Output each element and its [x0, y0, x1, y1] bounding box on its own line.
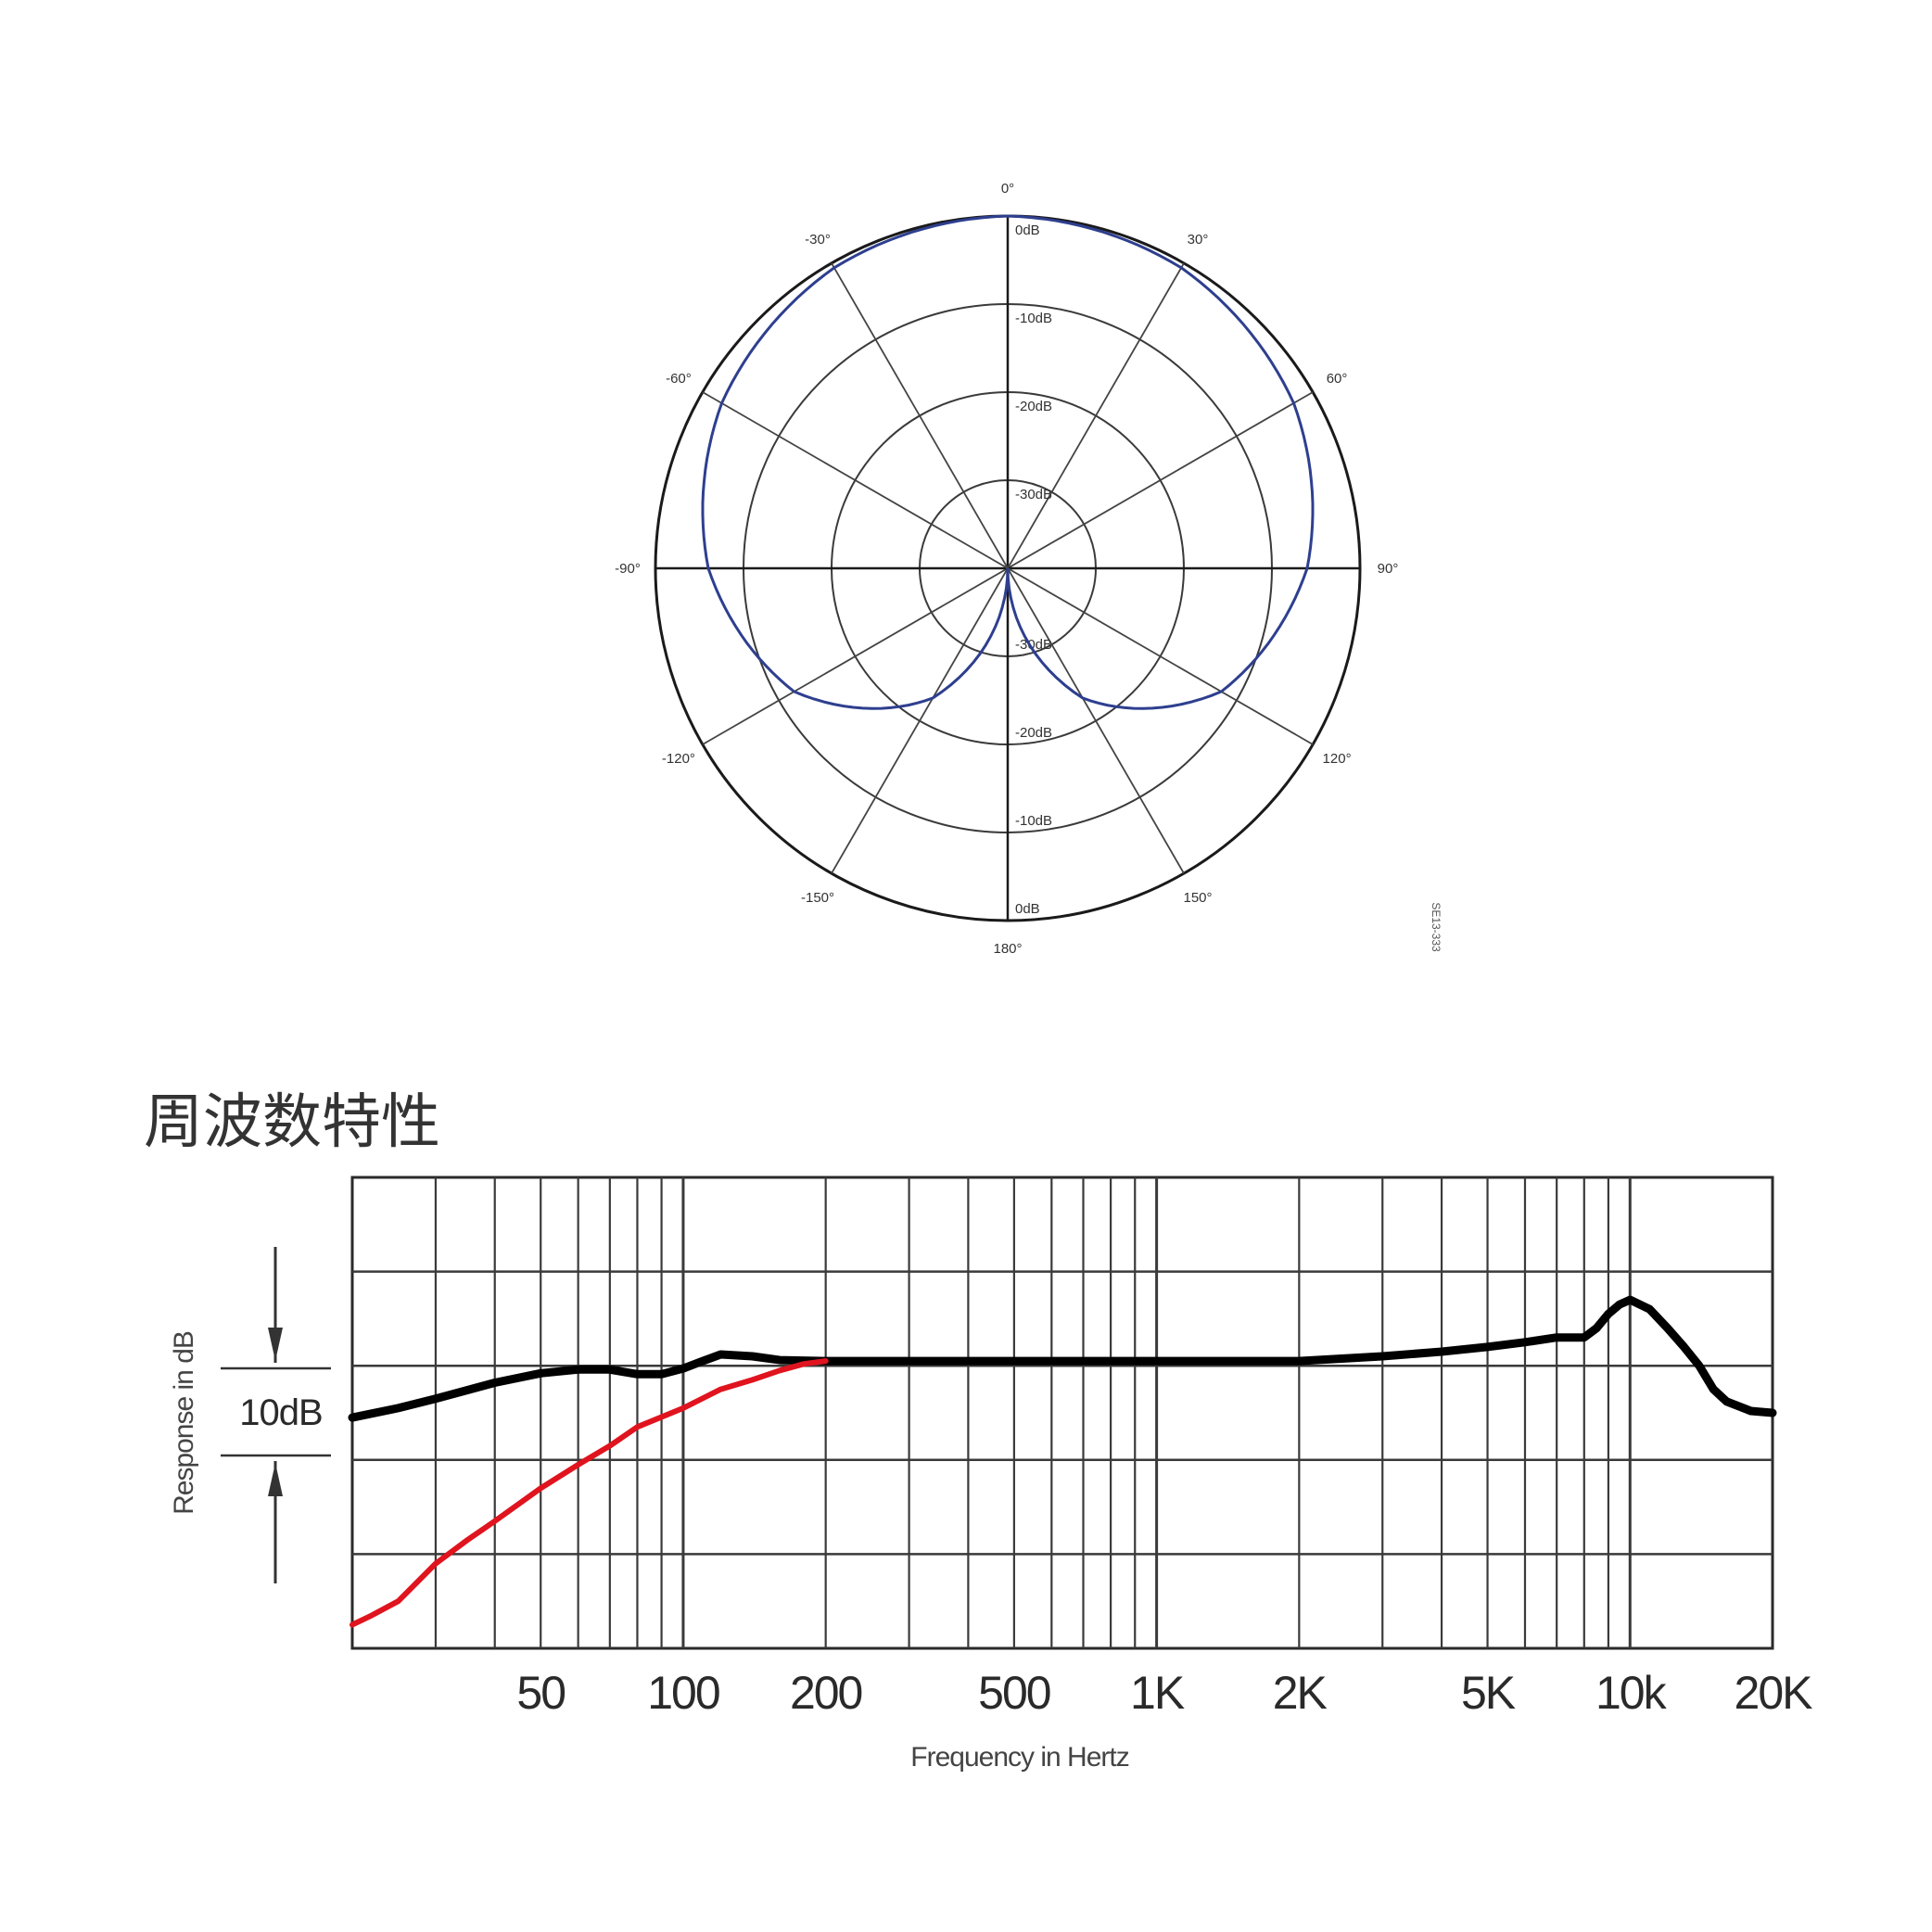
polar-db-label-top: -10dB — [1015, 311, 1052, 326]
scale-bar-down-arrow-icon — [268, 1328, 283, 1361]
frequency-tick-label: 200 — [790, 1667, 862, 1719]
frequency-tick-label: 100 — [647, 1667, 719, 1719]
polar-angle-label: 180° — [993, 941, 1022, 957]
polar-db-label-top: 0dB — [1015, 222, 1040, 238]
x-axis-label: Frequency in Hertz — [910, 1742, 1128, 1773]
polar-angle-label: -120° — [662, 751, 695, 767]
polar-angle-label: -150° — [801, 890, 834, 906]
polar-chart: 0° 30° 60° 90° 120° 150° 180° -150° -120° -90° -60… — [615, 181, 1443, 957]
polar-angle-label: 120° — [1323, 751, 1352, 767]
response-curve-red — [350, 1358, 829, 1628]
polar-db-label-bottom: 0dB — [1015, 901, 1040, 917]
frequency-grid — [350, 1176, 1774, 1650]
polar-angle-label: 0° — [1001, 181, 1014, 197]
frequency-tick-label: 1K — [1130, 1667, 1185, 1719]
polar-db-label-bottom: -10dB — [1015, 813, 1052, 829]
polar-angle-label: -30° — [805, 232, 831, 248]
frequency-frame — [350, 1176, 1774, 1650]
polar-side-code: SE13-333 — [1430, 902, 1443, 952]
polar-angle-label: 150° — [1183, 890, 1212, 906]
polar-angle-label: 60° — [1327, 371, 1348, 387]
polar-db-label-bottom: -20dB — [1015, 725, 1052, 741]
scale-bar-up-arrow-icon — [268, 1463, 283, 1496]
frequency-tick-label: 10k — [1595, 1667, 1668, 1719]
polar-angle-label: 30° — [1188, 232, 1209, 248]
polar-db-label-top: -20dB — [1015, 399, 1052, 414]
scale-bar: 10dB — [221, 1247, 331, 1583]
polar-angle-label: -90° — [615, 561, 641, 577]
frequency-tick-label: 5K — [1461, 1667, 1516, 1719]
polar-db-label-bottom: -30dB — [1015, 637, 1052, 653]
polar-angle-label: -60° — [666, 371, 692, 387]
scale-bar-label: 10dB — [239, 1392, 322, 1433]
polar-pattern-curve — [701, 214, 1315, 710]
polar-angle-labels: 0° 30° 60° 90° 120° 150° 180° -150° -120° -90° -60… — [615, 181, 1398, 957]
y-axis-label: Response in dB — [169, 1331, 199, 1515]
frequency-tick-label: 500 — [978, 1667, 1050, 1719]
frequency-response-chart: 周波数特性 50 100 200 500 1K 2K 5K 10k 20K Frequency … — [144, 1088, 1814, 1773]
polar-db-labels: 0dB -10dB -20dB -30dB -30dB -20dB -10dB 0dB — [1015, 222, 1052, 917]
frequency-tick-label: 2K — [1273, 1667, 1328, 1719]
frequency-chart-title: 周波数特性 — [144, 1088, 440, 1157]
frequency-tick-label: 50 — [516, 1667, 565, 1719]
polar-angle-label: 90° — [1378, 561, 1399, 577]
polar-db-label-top: -30dB — [1015, 487, 1052, 502]
frequency-tick-label: 20K — [1735, 1667, 1813, 1719]
frequency-tick-labels: 50 100 200 500 1K 2K 5K 10k 20K — [516, 1667, 1814, 1719]
response-curve-black — [348, 1295, 1777, 1422]
